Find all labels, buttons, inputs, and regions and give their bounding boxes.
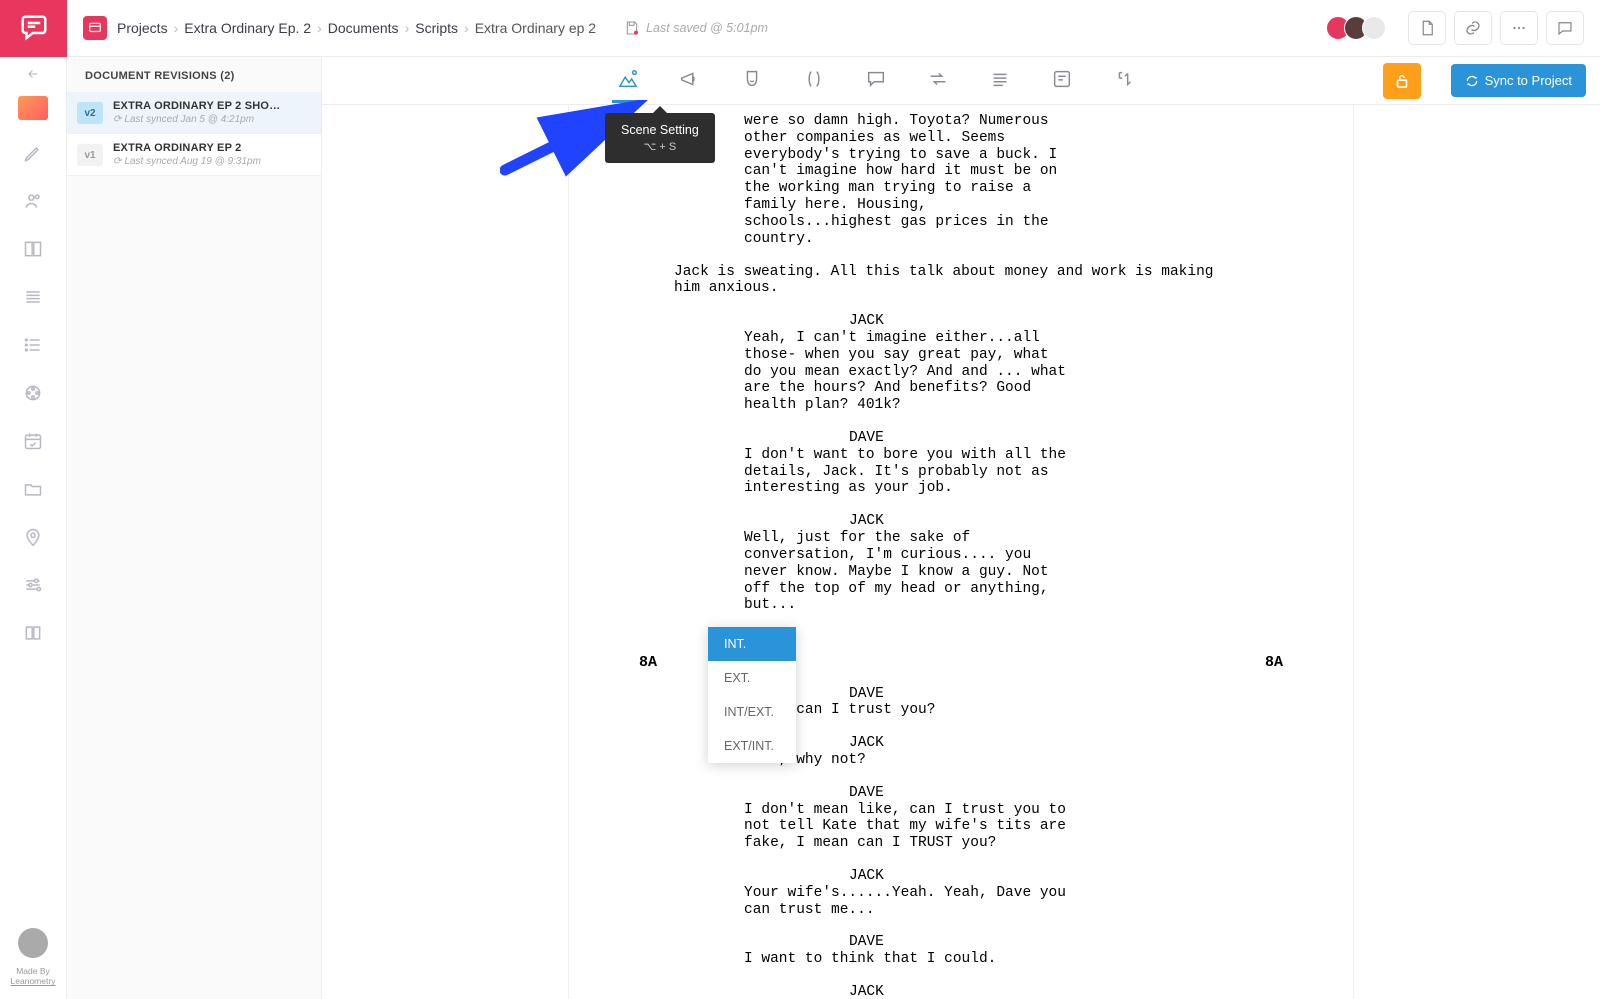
breadcrumb-item[interactable]: Scripts — [415, 20, 458, 36]
page-number-left: 8A — [639, 654, 657, 671]
revisions-panel: DOCUMENT REVISIONS (2) v2 EXTRA ORDINARY… — [67, 57, 322, 999]
dialogue-text[interactable]: Your wife's......Yeah. Yeah, Dave you ca… — [639, 885, 1159, 919]
sync-to-project-button[interactable]: Sync to Project — [1451, 64, 1586, 97]
announcement-button[interactable] — [674, 59, 706, 103]
scene-setting-dropdown[interactable]: INT. EXT. INT/EXT. EXT/INT. — [708, 627, 796, 763]
dialogue-text[interactable]: I don't want to bore you with all the de… — [639, 447, 1159, 497]
action-button[interactable] — [984, 59, 1016, 103]
scene-option-int[interactable]: INT. — [708, 627, 796, 661]
location-icon[interactable] — [18, 522, 48, 552]
calendar-icon[interactable] — [18, 426, 48, 456]
dialogue-text[interactable]: I want to think that I could. — [639, 951, 1159, 968]
app-logo[interactable] — [0, 0, 67, 57]
editor-toolbar: Sync to Project — [322, 57, 1600, 105]
scene-option-extint[interactable]: EXT/INT. — [708, 729, 796, 763]
collapse-rail-icon[interactable] — [24, 67, 42, 86]
project-badge — [83, 16, 107, 40]
document-scroll[interactable]: were so damn high. Toyota? Numerous othe… — [322, 105, 1600, 999]
chevron-right-icon: › — [317, 20, 322, 36]
sort-button[interactable] — [1108, 59, 1140, 103]
breadcrumb-item[interactable]: Projects — [117, 20, 168, 36]
revision-item[interactable]: v1 EXTRA ORDINARY EP 2 ⟳Last synced Aug … — [67, 134, 321, 176]
revision-meta: ⟳Last synced Jan 5 @ 4:21pm — [113, 114, 288, 125]
character-cue[interactable]: DAVE — [639, 430, 1283, 447]
action-text[interactable]: Jack is sweating. All this talk about mo… — [639, 264, 1279, 298]
scene-setting-button[interactable] — [612, 59, 644, 103]
user-avatar[interactable] — [18, 928, 48, 958]
dialogue-text[interactable]: Well, just for the sake of conversation,… — [639, 530, 1159, 614]
revision-title: EXTRA ORDINARY EP 2 SHOOTIN... — [113, 100, 288, 112]
avatar[interactable] — [1362, 16, 1386, 40]
sync-button-label: Sync to Project — [1485, 73, 1572, 88]
last-saved-text: Last saved @ 5:01pm — [646, 21, 768, 35]
editor-area: Sync to Project were so damn high. Toyot… — [322, 57, 1600, 999]
strips-icon[interactable] — [18, 282, 48, 312]
character-cue[interactable]: JACK — [639, 868, 1283, 885]
page-number-right: 8A — [1265, 654, 1283, 671]
parenthetical-button[interactable] — [798, 59, 830, 103]
character-cue[interactable]: JACK — [639, 513, 1283, 530]
script-page[interactable]: were so damn high. Toyota? Numerous othe… — [569, 105, 1353, 999]
collaborator-avatars[interactable] — [1332, 16, 1386, 40]
top-header: Projects › Extra Ordinary Ep. 2 › Docume… — [0, 0, 1600, 57]
cast-icon[interactable] — [18, 186, 48, 216]
dialogue-text[interactable]: I don't mean like, can I trust you to no… — [639, 802, 1159, 852]
rail-footer-text: Made By Leanometry — [11, 966, 56, 987]
boards-icon[interactable] — [18, 234, 48, 264]
link-button[interactable] — [1454, 11, 1492, 45]
dialogue-button[interactable] — [860, 59, 892, 103]
scene-option-ext[interactable]: EXT. — [708, 661, 796, 695]
export-pdf-button[interactable] — [1408, 11, 1446, 45]
character-button[interactable] — [736, 59, 768, 103]
comments-button[interactable] — [1546, 11, 1584, 45]
rail-footer: Made By Leanometry — [11, 928, 56, 999]
revisions-title: DOCUMENT REVISIONS (2) — [67, 57, 321, 92]
tooltip-title: Scene Setting — [621, 123, 699, 137]
character-cue[interactable]: JACK — [639, 313, 1283, 330]
dialogue-text[interactable]: were so damn high. Toyota? Numerous othe… — [639, 113, 1159, 248]
edit-icon[interactable] — [18, 138, 48, 168]
character-cue[interactable]: DAVE — [639, 934, 1283, 951]
breadcrumb-current: Extra Ordinary ep 2 — [475, 20, 596, 36]
sliders-icon[interactable] — [18, 570, 48, 600]
breadcrumbs: Projects › Extra Ordinary Ep. 2 › Docume… — [117, 20, 596, 36]
note-button[interactable] — [1046, 59, 1078, 103]
breadcrumb-item[interactable]: Documents — [328, 20, 399, 36]
revision-badge: v1 — [77, 144, 103, 166]
breadcrumb-item[interactable]: Extra Ordinary Ep. 2 — [184, 20, 311, 36]
scene-setting-tooltip: Scene Setting ⌥ + S — [605, 113, 715, 163]
chevron-right-icon: › — [405, 20, 410, 36]
list-icon[interactable] — [18, 330, 48, 360]
project-thumbnail[interactable] — [18, 96, 48, 120]
revision-title: EXTRA ORDINARY EP 2 — [113, 142, 261, 154]
chevron-right-icon: › — [174, 20, 179, 36]
left-rail: Made By Leanometry — [0, 57, 67, 999]
transition-button[interactable] — [922, 59, 954, 103]
tooltip-shortcut: ⌥ + S — [621, 140, 699, 153]
folder-icon[interactable] — [18, 474, 48, 504]
character-cue[interactable]: DAVE — [639, 785, 1283, 802]
revision-badge: v2 — [77, 102, 103, 124]
dialogue-text[interactable]: Yeah, I can't imagine either...all those… — [639, 330, 1159, 414]
revision-item[interactable]: v2 EXTRA ORDINARY EP 2 SHOOTIN... ⟳Last … — [67, 92, 321, 134]
more-button[interactable] — [1500, 11, 1538, 45]
scene-option-intext[interactable]: INT/EXT. — [708, 695, 796, 729]
save-icon — [624, 20, 640, 36]
revision-meta: ⟳Last synced Aug 19 @ 9:31pm — [113, 156, 261, 167]
chevron-right-icon: › — [464, 20, 469, 36]
lock-button[interactable] — [1383, 63, 1421, 99]
last-saved-indicator: Last saved @ 5:01pm — [624, 20, 768, 36]
character-cue[interactable]: JACK — [639, 984, 1283, 999]
book-icon[interactable] — [18, 618, 48, 648]
reel-icon[interactable] — [18, 378, 48, 408]
